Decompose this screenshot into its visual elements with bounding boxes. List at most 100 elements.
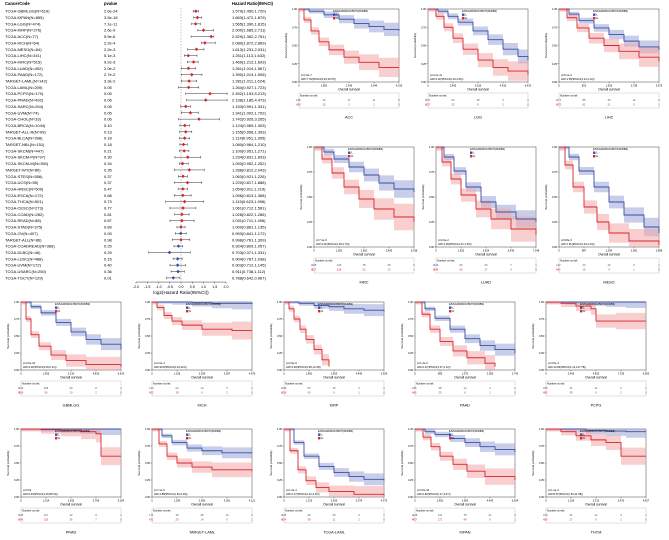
km-curve-high: [559, 8, 660, 62]
km-curve-high: [428, 8, 529, 75]
km-svg: 1.00 0.75 0.50 0.25 0.00 Survival probability…: [284, 7, 403, 120]
km-y-tick-label: 0.00: [14, 368, 20, 372]
km-risk-value-low: 16: [333, 386, 336, 390]
km-risk-row-label-high: H: [281, 391, 283, 395]
forest-row-pvalue: 0.01: [104, 275, 113, 280]
km-x-label: Overall survival: [353, 253, 375, 257]
forest-row-code: TCGA-READ(N=88): [5, 218, 42, 223]
km-risk-value-high: 52: [363, 268, 366, 272]
km-y-tick-label: 0.25: [307, 220, 313, 224]
km-legend-swatch-high: [593, 155, 596, 158]
km-risk-value-low: 3: [514, 513, 516, 517]
km-legend-swatch-low: [449, 433, 452, 436]
km-y-tick-label: 0.00: [552, 80, 558, 84]
km-risk-table-frame: [20, 380, 122, 397]
km-pvalue: p=4.1e-11: [430, 73, 442, 77]
km-x-tick-label: 4,915: [500, 84, 507, 88]
km-risk-value-high: 0: [251, 391, 253, 395]
forest-row-hr: 1.031(0.711,1.496): [232, 218, 266, 223]
km-panel-title: TCGA-LAML: [323, 531, 345, 535]
km-risk-value-high: 2: [620, 518, 622, 522]
forest-row-hr: 1.053(0.952,1.252): [232, 161, 266, 166]
forest-point: [187, 79, 191, 83]
km-y-tick-label: 1.00: [421, 7, 427, 11]
km-y-tick-label: 0.75: [539, 317, 545, 321]
km-risk-value-low: 3: [633, 263, 635, 267]
km-x-tick-label: 0: [20, 372, 22, 376]
forest-header-cancer: CancerCode: [5, 1, 30, 6]
km-risk-table-frame: [545, 507, 647, 524]
km-x-tick-label: 1,314: [43, 499, 50, 503]
km-curve-high: [299, 8, 399, 68]
km-panel-title: KIRP: [330, 404, 339, 408]
forest-row-pvalue: 2.0e-2: [104, 66, 116, 71]
forest-row-pvalue: 0.35: [104, 167, 113, 172]
km-risk-value-high: 1: [489, 391, 491, 395]
km-legend-low: L: [452, 433, 454, 437]
km-x-tick-label: 4,443: [487, 499, 494, 503]
km-risk-value-high: 18: [176, 391, 179, 395]
km-risk-value-high: 1: [373, 103, 375, 107]
km-panel-title: TARGET-LAML: [189, 531, 215, 535]
km-x-label: Overall survival: [598, 253, 620, 257]
km-panel-kipan: 1.00 0.75 0.50 0.25 0.00 Survival probability…: [399, 425, 519, 535]
km-risk-value-low: 237: [426, 98, 431, 102]
km-x-tick-label: 5,436: [508, 249, 515, 253]
km-x-label: Overall survival: [338, 88, 360, 92]
km-risk-value-high: 11: [333, 518, 336, 522]
km-panel-paad: 1.00 0.75 0.50 0.25 0.00 Survival probability…: [399, 298, 519, 408]
km-risk-title: Number at risk: [153, 381, 171, 385]
km-panel-title: GBMLGG: [63, 404, 80, 408]
km-svg: 1.00 0.75 0.50 0.25 0.00 Survival probability…: [137, 300, 256, 408]
km-risk-value-low: 1: [251, 386, 253, 390]
km-risk-value-high: 6: [464, 391, 466, 395]
km-y-tick-label: 0.50: [145, 461, 151, 465]
forest-point: [208, 91, 212, 96]
km-x-tick-label: 1,481: [306, 372, 313, 376]
km-ci-band-low: [415, 429, 515, 460]
forest-row-hr: 1.390(1.014,1.906): [232, 72, 266, 77]
km-risk-value-low: 246: [19, 513, 24, 517]
km-risk-value-high: 309: [19, 391, 24, 395]
forest-row-hr: 1.281(1.011,1.624): [232, 79, 266, 84]
km-risk-value-high: 1: [633, 268, 635, 272]
km-y-tick-label: 0.50: [307, 195, 313, 199]
km-panel-title: ACC: [345, 116, 353, 120]
km-x-tick-label: 1,370: [462, 372, 469, 376]
km-svg: 1.00 0.75 0.50 0.25 0.00 Survival probability…: [421, 145, 540, 285]
forest-row-code: TCGA-SARC(N=254): [5, 104, 44, 109]
km-x-tick-label: 1,030: [174, 499, 181, 503]
forest-row-code: TCGA-MESO(N=84): [5, 47, 42, 52]
km-y-tick-label: 0.00: [307, 245, 313, 249]
km-curve-high: [21, 428, 121, 457]
km-y-tick-label: 0.75: [421, 25, 427, 29]
km-risk-value-high: 29: [176, 518, 179, 522]
km-panel-prad: 1.00 0.75 0.50 0.25 0.00 Survival probability…: [5, 425, 125, 535]
km-y-tick-label: 0.00: [14, 495, 20, 499]
km-legend-title: ENSG00000135070(RIDB3): [318, 302, 353, 306]
km-risk-value-low: 246: [434, 263, 439, 267]
forest-point: [171, 276, 176, 280]
km-hazard-ratio: HR=1.26(95%CI(1.01,1.56)): [438, 242, 472, 246]
km-legend-title: ENSG00000135070(RIDB3): [186, 429, 221, 433]
km-risk-row-label-high: H: [556, 268, 558, 272]
km-risk-value-low: 41: [570, 386, 573, 390]
km-y-tick-label: 1.00: [539, 427, 545, 431]
km-legend-title: ENSG00000135070(RIDB3): [462, 9, 497, 13]
km-x-tick-label: 3,210: [68, 372, 75, 376]
km-y-tick-label: 0.75: [292, 25, 298, 29]
forest-row-pvalue: 0.77: [104, 206, 113, 211]
km-svg: 1.00 0.75 0.50 0.25 0.00 Survival probability…: [6, 300, 125, 408]
forest-point: [182, 136, 187, 140]
forest-row-pvalue: 0.05: [104, 110, 113, 115]
forest-row-hr: 2.080(1.872,2.869): [232, 40, 266, 45]
km-legend-swatch-high: [318, 437, 321, 440]
km-risk-value-high: 13: [388, 268, 391, 272]
km-risk-value-high: 0: [120, 391, 122, 395]
forest-point: [188, 110, 193, 115]
km-risk-value-low: 1: [120, 513, 122, 517]
km-risk-value-high: 49: [464, 518, 467, 522]
km-risk-value-low: 24: [176, 386, 179, 390]
km-legend-swatch-low: [318, 306, 321, 309]
km-ci-band-high: [415, 302, 495, 370]
